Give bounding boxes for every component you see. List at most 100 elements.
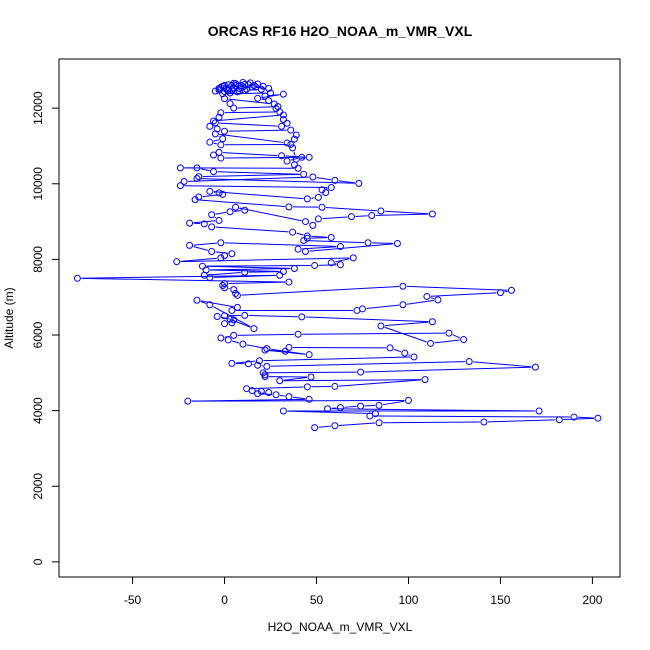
data-point <box>404 396 412 404</box>
data-point <box>219 135 227 143</box>
data-point <box>427 339 435 347</box>
data-point <box>257 85 265 93</box>
data-point <box>198 262 206 270</box>
series-segment <box>200 178 355 184</box>
data-point <box>287 126 295 134</box>
data-point <box>305 395 313 403</box>
series-segment <box>366 304 400 310</box>
data-point <box>232 203 240 211</box>
data-point <box>233 291 241 299</box>
data-point <box>327 259 335 267</box>
data-point <box>460 336 468 344</box>
data-point <box>244 360 252 368</box>
data-point <box>176 164 184 172</box>
data-point <box>226 89 234 97</box>
y-tick-label-6: 12000 <box>31 91 45 125</box>
data-point <box>368 212 376 220</box>
series-segment <box>364 366 532 373</box>
data-point <box>206 138 214 146</box>
plot-frame <box>58 58 621 578</box>
data-point <box>230 104 238 112</box>
data-point <box>259 369 267 377</box>
series-segment <box>344 405 357 408</box>
series-segment <box>237 333 295 336</box>
x-axis-label: H2O_NOAA_m_VMR_VXL <box>268 620 413 634</box>
data-point <box>279 267 287 275</box>
data-point <box>309 173 317 181</box>
series-segment <box>408 354 411 356</box>
data-point <box>364 239 372 247</box>
data-point <box>254 94 262 102</box>
data-point <box>290 264 298 272</box>
series-segment <box>200 301 207 304</box>
y-tick-label-0: 0 <box>31 558 45 565</box>
data-point <box>303 234 311 242</box>
data-point <box>375 401 383 409</box>
data-point <box>303 232 311 240</box>
data-point <box>217 254 225 262</box>
data-point <box>594 414 602 422</box>
y-tick-label-4: 8000 <box>31 246 45 273</box>
data-point <box>423 292 431 300</box>
data-point <box>217 239 225 247</box>
series-segment <box>338 422 376 426</box>
series-segment <box>191 398 306 402</box>
data-point <box>336 404 344 412</box>
data-point <box>294 330 302 338</box>
data-point <box>221 252 229 260</box>
series-segment <box>430 292 497 297</box>
y-tick-label-2: 4000 <box>31 397 45 424</box>
series-segment <box>384 326 427 343</box>
series-segment <box>239 207 302 222</box>
data-point <box>261 346 269 354</box>
data-point <box>217 334 225 342</box>
data-point <box>215 148 223 156</box>
data-point <box>186 219 194 227</box>
data-point <box>292 131 300 139</box>
series-segment <box>309 243 394 252</box>
data-point <box>307 373 315 381</box>
data-point <box>294 245 302 253</box>
y-tick-label-5: 10000 <box>31 167 45 201</box>
data-point <box>496 289 504 297</box>
data-point <box>73 274 81 282</box>
data-point <box>290 135 298 143</box>
data-point <box>265 84 273 92</box>
x-tick-label-3: 100 <box>398 593 418 607</box>
data-point <box>318 186 326 194</box>
data-point <box>215 113 223 121</box>
data-point <box>314 193 322 201</box>
data-point <box>221 312 229 320</box>
data-point <box>230 331 238 339</box>
data-point <box>393 240 401 248</box>
series-segment <box>270 361 466 367</box>
data-point <box>428 210 436 218</box>
series-segment <box>224 242 337 247</box>
series-segment <box>81 274 276 279</box>
data-point <box>263 345 271 353</box>
series-segment <box>199 199 285 208</box>
series-segment <box>283 379 422 382</box>
data-point <box>465 357 473 365</box>
series-segment <box>267 371 357 374</box>
data-point <box>193 296 201 304</box>
series-segment <box>406 285 508 291</box>
data-point <box>278 122 286 130</box>
data-point <box>184 397 192 405</box>
data-point <box>215 189 223 197</box>
data-point <box>276 271 284 279</box>
x-tick-label-4: 150 <box>490 593 510 607</box>
data-point <box>226 100 234 108</box>
series-segment <box>331 408 536 412</box>
series-segment <box>305 316 429 323</box>
series-segment <box>296 232 304 236</box>
series-segment <box>215 226 289 233</box>
data-point <box>193 164 201 172</box>
series-segment <box>206 265 291 269</box>
data-point <box>285 343 293 351</box>
data-point <box>254 361 262 369</box>
data-point <box>301 218 309 226</box>
data-point <box>305 153 313 161</box>
data-point <box>206 301 214 309</box>
data-point <box>283 139 291 147</box>
